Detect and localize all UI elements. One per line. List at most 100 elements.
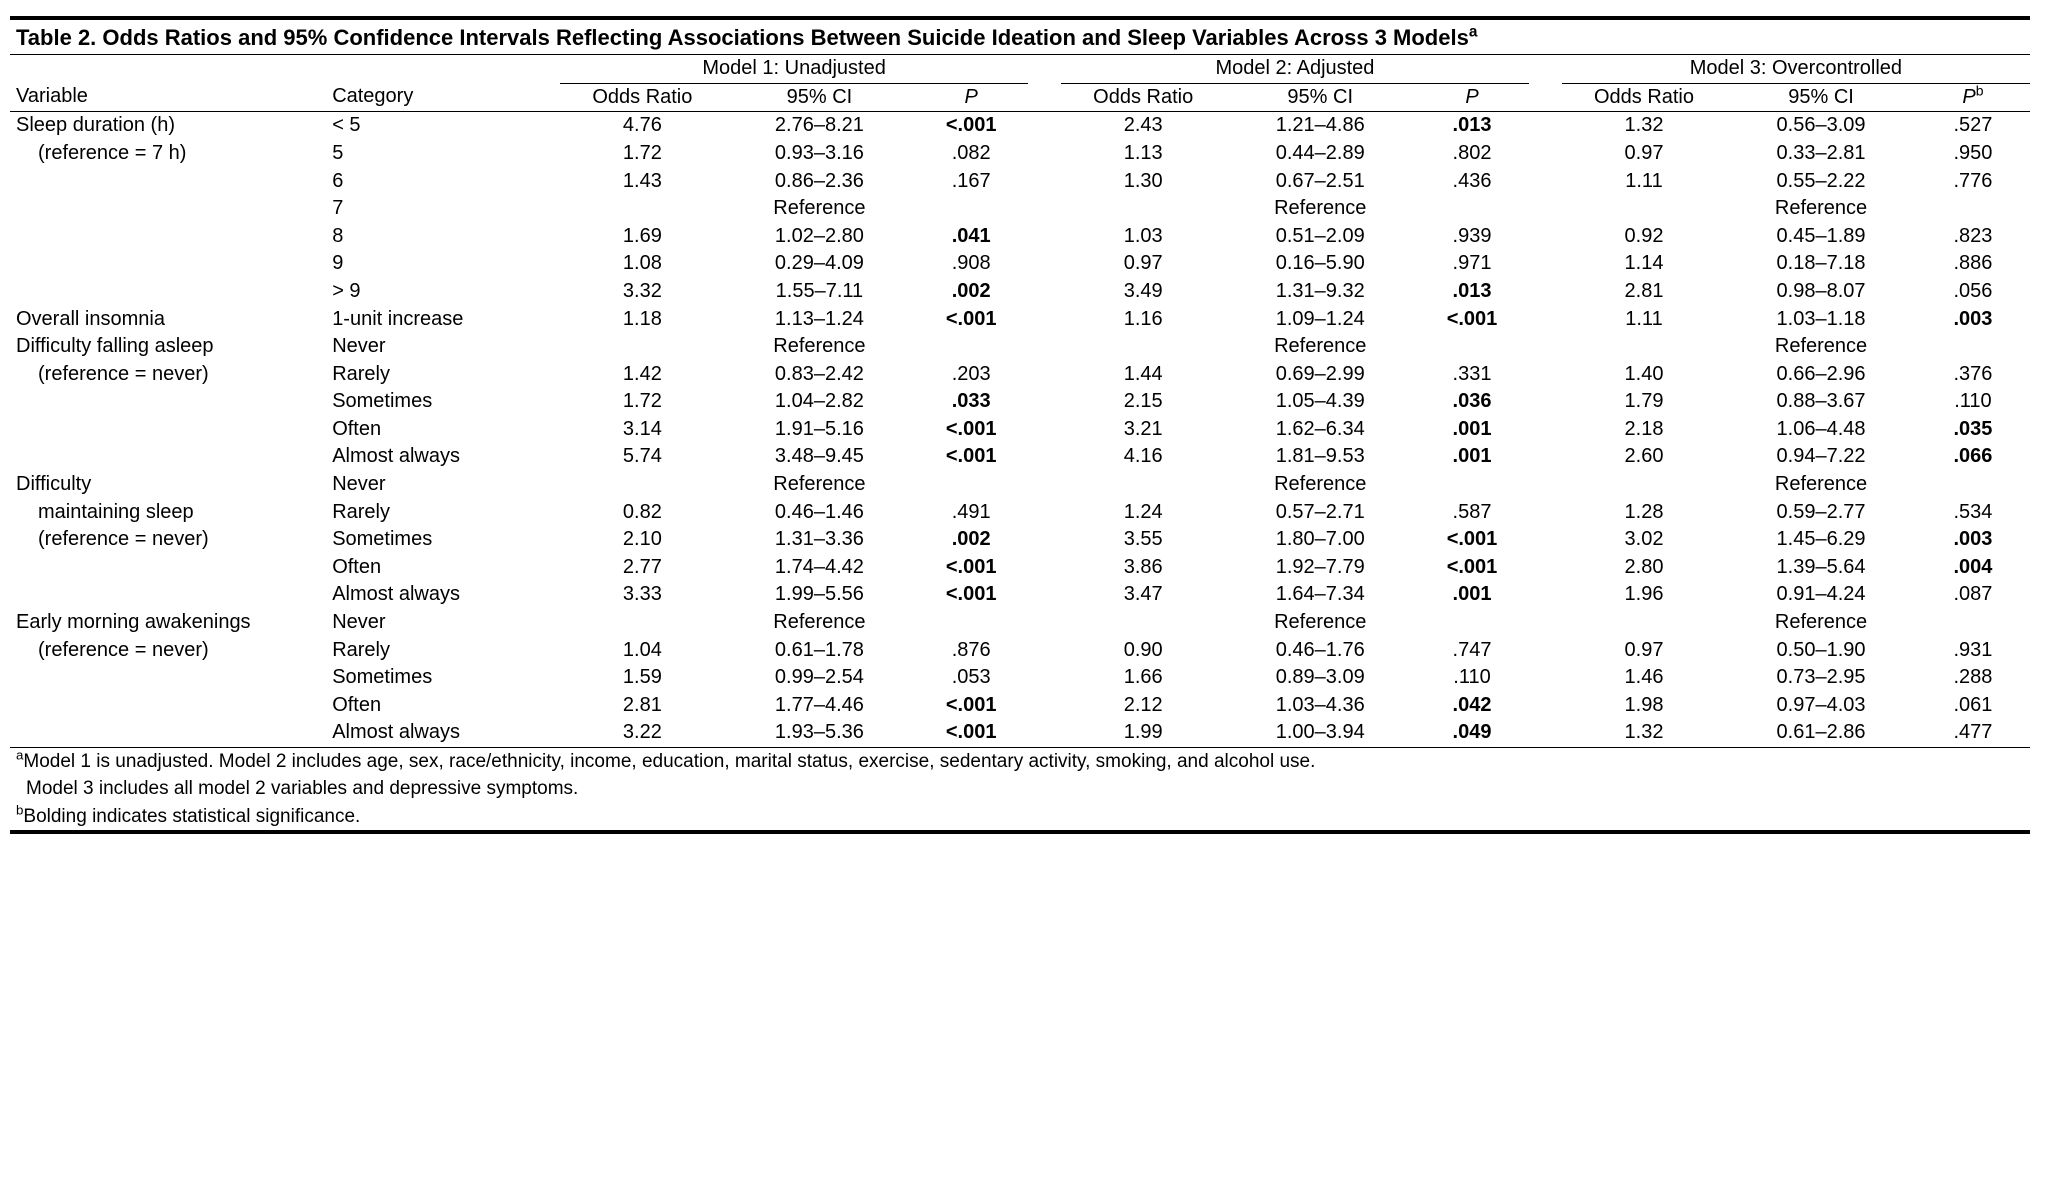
or-cell: 3.14 <box>560 416 724 444</box>
table-row: 81.691.02–2.80.0411.030.51–2.09.9390.920… <box>10 223 2030 251</box>
p-cell: .376 <box>1916 361 2030 389</box>
p-cell <box>914 471 1028 499</box>
p-cell <box>1916 471 2030 499</box>
p-cell: <.001 <box>914 719 1028 747</box>
table-row: Often2.811.77–4.46<.0012.121.03–4.36.042… <box>10 692 2030 720</box>
table-row: Sometimes1.590.99–2.54.0531.660.89–3.09.… <box>10 664 2030 692</box>
p-cell: .203 <box>914 361 1028 389</box>
variable-cell <box>10 416 326 444</box>
gap <box>1529 443 1562 471</box>
p-cell: .053 <box>914 664 1028 692</box>
variable-cell <box>10 168 326 196</box>
table-row: Almost always5.743.48–9.45<.0014.161.81–… <box>10 443 2030 471</box>
footnote-b-text: Bolding indicates statistical significan… <box>23 806 360 827</box>
col-p-3-letter: P <box>1962 86 1975 108</box>
ci-cell: 1.21–4.86 <box>1225 112 1415 140</box>
ci-cell: 1.00–3.94 <box>1225 719 1415 747</box>
category-cell: Never <box>326 471 560 499</box>
or-cell: 3.55 <box>1061 526 1225 554</box>
gap <box>1028 306 1061 334</box>
or-cell: 1.04 <box>560 637 724 665</box>
col-or-3: Odds Ratio <box>1562 83 1726 112</box>
gap <box>1028 195 1061 223</box>
ci-cell: 1.09–1.24 <box>1225 306 1415 334</box>
category-cell: 9 <box>326 250 560 278</box>
or-cell <box>1061 471 1225 499</box>
gap <box>1028 471 1061 499</box>
ci-cell: 0.44–2.89 <box>1225 140 1415 168</box>
p-cell <box>1916 609 2030 637</box>
reference-cell: Reference <box>1726 333 1916 361</box>
category-cell: Almost always <box>326 719 560 747</box>
table-row: Often3.141.91–5.16<.0013.211.62–6.34.001… <box>10 416 2030 444</box>
ci-cell: 0.18–7.18 <box>1726 250 1916 278</box>
col-variable: Variable <box>10 83 326 112</box>
gap <box>1028 443 1061 471</box>
footnote-b: bBolding indicates statistical significa… <box>10 803 2030 832</box>
p-cell: .491 <box>914 499 1028 527</box>
col-ci-1: 95% CI <box>725 83 915 112</box>
p-cell: .042 <box>1415 692 1529 720</box>
p-cell: .001 <box>1415 581 1529 609</box>
ci-cell: 1.45–6.29 <box>1726 526 1916 554</box>
table-title-sup: a <box>1469 24 1478 41</box>
or-cell: 2.43 <box>1061 112 1225 140</box>
or-cell: 1.14 <box>1562 250 1726 278</box>
gap <box>1529 361 1562 389</box>
or-cell: 1.43 <box>560 168 724 196</box>
table-title-row: Table 2. Odds Ratios and 95% Confidence … <box>10 18 2030 55</box>
p-cell: .041 <box>914 223 1028 251</box>
category-cell: Rarely <box>326 361 560 389</box>
ci-cell: 0.33–2.81 <box>1726 140 1916 168</box>
table-row: > 93.321.55–7.11.0023.491.31–9.32.0132.8… <box>10 278 2030 306</box>
reference-cell: Reference <box>1225 609 1415 637</box>
footnote-a-text2: Model 3 includes all model 2 variables a… <box>10 775 2030 802</box>
gap <box>1529 526 1562 554</box>
p-cell: .971 <box>1415 250 1529 278</box>
category-cell: > 9 <box>326 278 560 306</box>
gap <box>1028 416 1061 444</box>
variable-cell: Difficulty <box>10 471 326 499</box>
p-cell: .776 <box>1916 168 2030 196</box>
variable-cell: Sleep duration (h) <box>10 112 326 140</box>
ci-cell: 0.66–2.96 <box>1726 361 1916 389</box>
gap <box>1529 554 1562 582</box>
table-row: Almost always3.221.93–5.36<.0011.991.00–… <box>10 719 2030 747</box>
gap <box>1028 333 1061 361</box>
or-cell: 3.22 <box>560 719 724 747</box>
or-cell <box>1061 195 1225 223</box>
table-body: Sleep duration (h)< 54.762.76–8.21<.0012… <box>10 112 2030 748</box>
gap <box>1529 83 1562 112</box>
gap <box>1529 306 1562 334</box>
category-cell: 5 <box>326 140 560 168</box>
col-p-3-sup: b <box>1976 82 1984 98</box>
variable-cell <box>10 554 326 582</box>
col-or-1: Odds Ratio <box>560 83 724 112</box>
or-cell: 2.10 <box>560 526 724 554</box>
reference-cell: Reference <box>1225 333 1415 361</box>
variable-cell <box>10 692 326 720</box>
ci-cell: 0.91–4.24 <box>1726 581 1916 609</box>
or-cell: 1.30 <box>1061 168 1225 196</box>
gap <box>1529 471 1562 499</box>
table-row: (reference = never)Rarely1.420.83–2.42.2… <box>10 361 2030 389</box>
category-cell: 7 <box>326 195 560 223</box>
gap <box>1529 499 1562 527</box>
ci-cell: 0.46–1.46 <box>725 499 915 527</box>
or-cell: 0.90 <box>1061 637 1225 665</box>
p-cell <box>1916 333 2030 361</box>
p-cell <box>1415 471 1529 499</box>
or-cell: 1.66 <box>1061 664 1225 692</box>
ci-cell: 0.98–8.07 <box>1726 278 1916 306</box>
p-cell: .082 <box>914 140 1028 168</box>
category-cell: Often <box>326 554 560 582</box>
p-cell: .587 <box>1415 499 1529 527</box>
gap <box>1529 664 1562 692</box>
p-cell: .035 <box>1916 416 2030 444</box>
footnote-a-1: aModel 1 is unadjusted. Model 2 includes… <box>10 748 2030 776</box>
footnote-b-row: bBolding indicates statistical significa… <box>10 803 2030 832</box>
or-cell: 2.18 <box>1562 416 1726 444</box>
gap <box>1028 361 1061 389</box>
ci-cell: 1.31–9.32 <box>1225 278 1415 306</box>
ci-cell: 0.51–2.09 <box>1225 223 1415 251</box>
